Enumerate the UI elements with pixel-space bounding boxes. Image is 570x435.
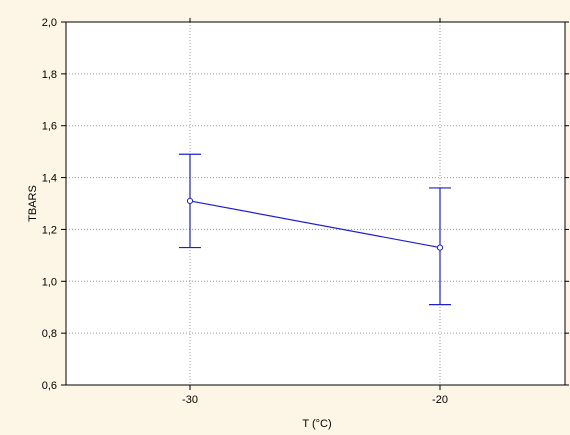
series-line: [189, 200, 441, 249]
grid: [66, 22, 565, 385]
plot-frame: [65, 21, 566, 386]
y-tick-label: 2,0: [42, 17, 57, 29]
x-tick-label: -20: [432, 394, 448, 406]
y-tick-label: 0,6: [42, 380, 57, 392]
data-point: [436, 244, 444, 251]
y-tick-label: 1,4: [42, 173, 57, 185]
y-axis-title: TBARS: [27, 185, 39, 222]
y-tick-label: 1,2: [42, 224, 57, 236]
y-tick-label: 1,0: [42, 276, 57, 288]
series-layer: [179, 153, 451, 306]
data-point: [186, 197, 194, 205]
x-tick-label: -30: [182, 394, 198, 406]
y-tick-label: 1,8: [42, 69, 57, 81]
x-axis-title: T (°C): [302, 418, 331, 430]
tick-marks: [61, 18, 569, 390]
y-tick-label: 1,6: [42, 121, 57, 133]
y-tick-label: 0,8: [42, 328, 57, 340]
plot-area: [66, 22, 565, 385]
tick-labels: 0,6 0,8 1,0 1,2 1,4 1,6 1,8 2,0 -30 -20: [42, 17, 448, 406]
